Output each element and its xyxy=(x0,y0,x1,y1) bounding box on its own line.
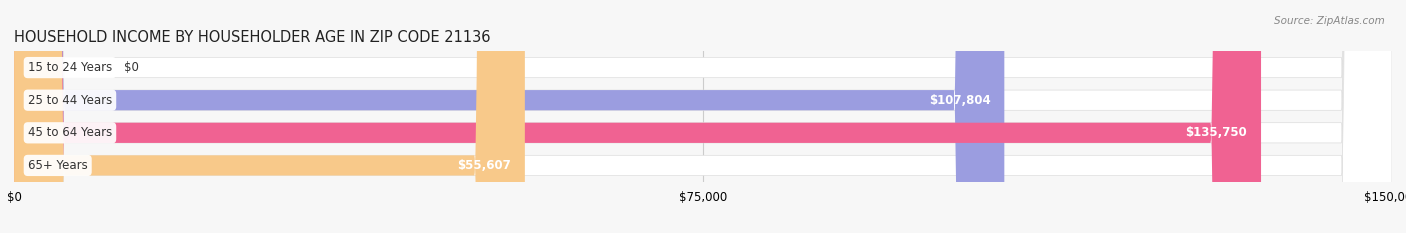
FancyBboxPatch shape xyxy=(14,0,1392,233)
Text: Source: ZipAtlas.com: Source: ZipAtlas.com xyxy=(1274,16,1385,26)
FancyBboxPatch shape xyxy=(14,0,1004,233)
FancyBboxPatch shape xyxy=(14,0,1392,233)
Text: $135,750: $135,750 xyxy=(1185,126,1247,139)
FancyBboxPatch shape xyxy=(14,0,1392,233)
Text: 65+ Years: 65+ Years xyxy=(28,159,87,172)
Text: $107,804: $107,804 xyxy=(929,94,991,107)
Text: HOUSEHOLD INCOME BY HOUSEHOLDER AGE IN ZIP CODE 21136: HOUSEHOLD INCOME BY HOUSEHOLDER AGE IN Z… xyxy=(14,30,491,45)
Text: 15 to 24 Years: 15 to 24 Years xyxy=(28,61,112,74)
FancyBboxPatch shape xyxy=(14,0,524,233)
FancyBboxPatch shape xyxy=(14,0,1261,233)
Text: $55,607: $55,607 xyxy=(457,159,510,172)
Text: 25 to 44 Years: 25 to 44 Years xyxy=(28,94,112,107)
Text: 45 to 64 Years: 45 to 64 Years xyxy=(28,126,112,139)
Text: $0: $0 xyxy=(124,61,139,74)
FancyBboxPatch shape xyxy=(14,0,1392,233)
